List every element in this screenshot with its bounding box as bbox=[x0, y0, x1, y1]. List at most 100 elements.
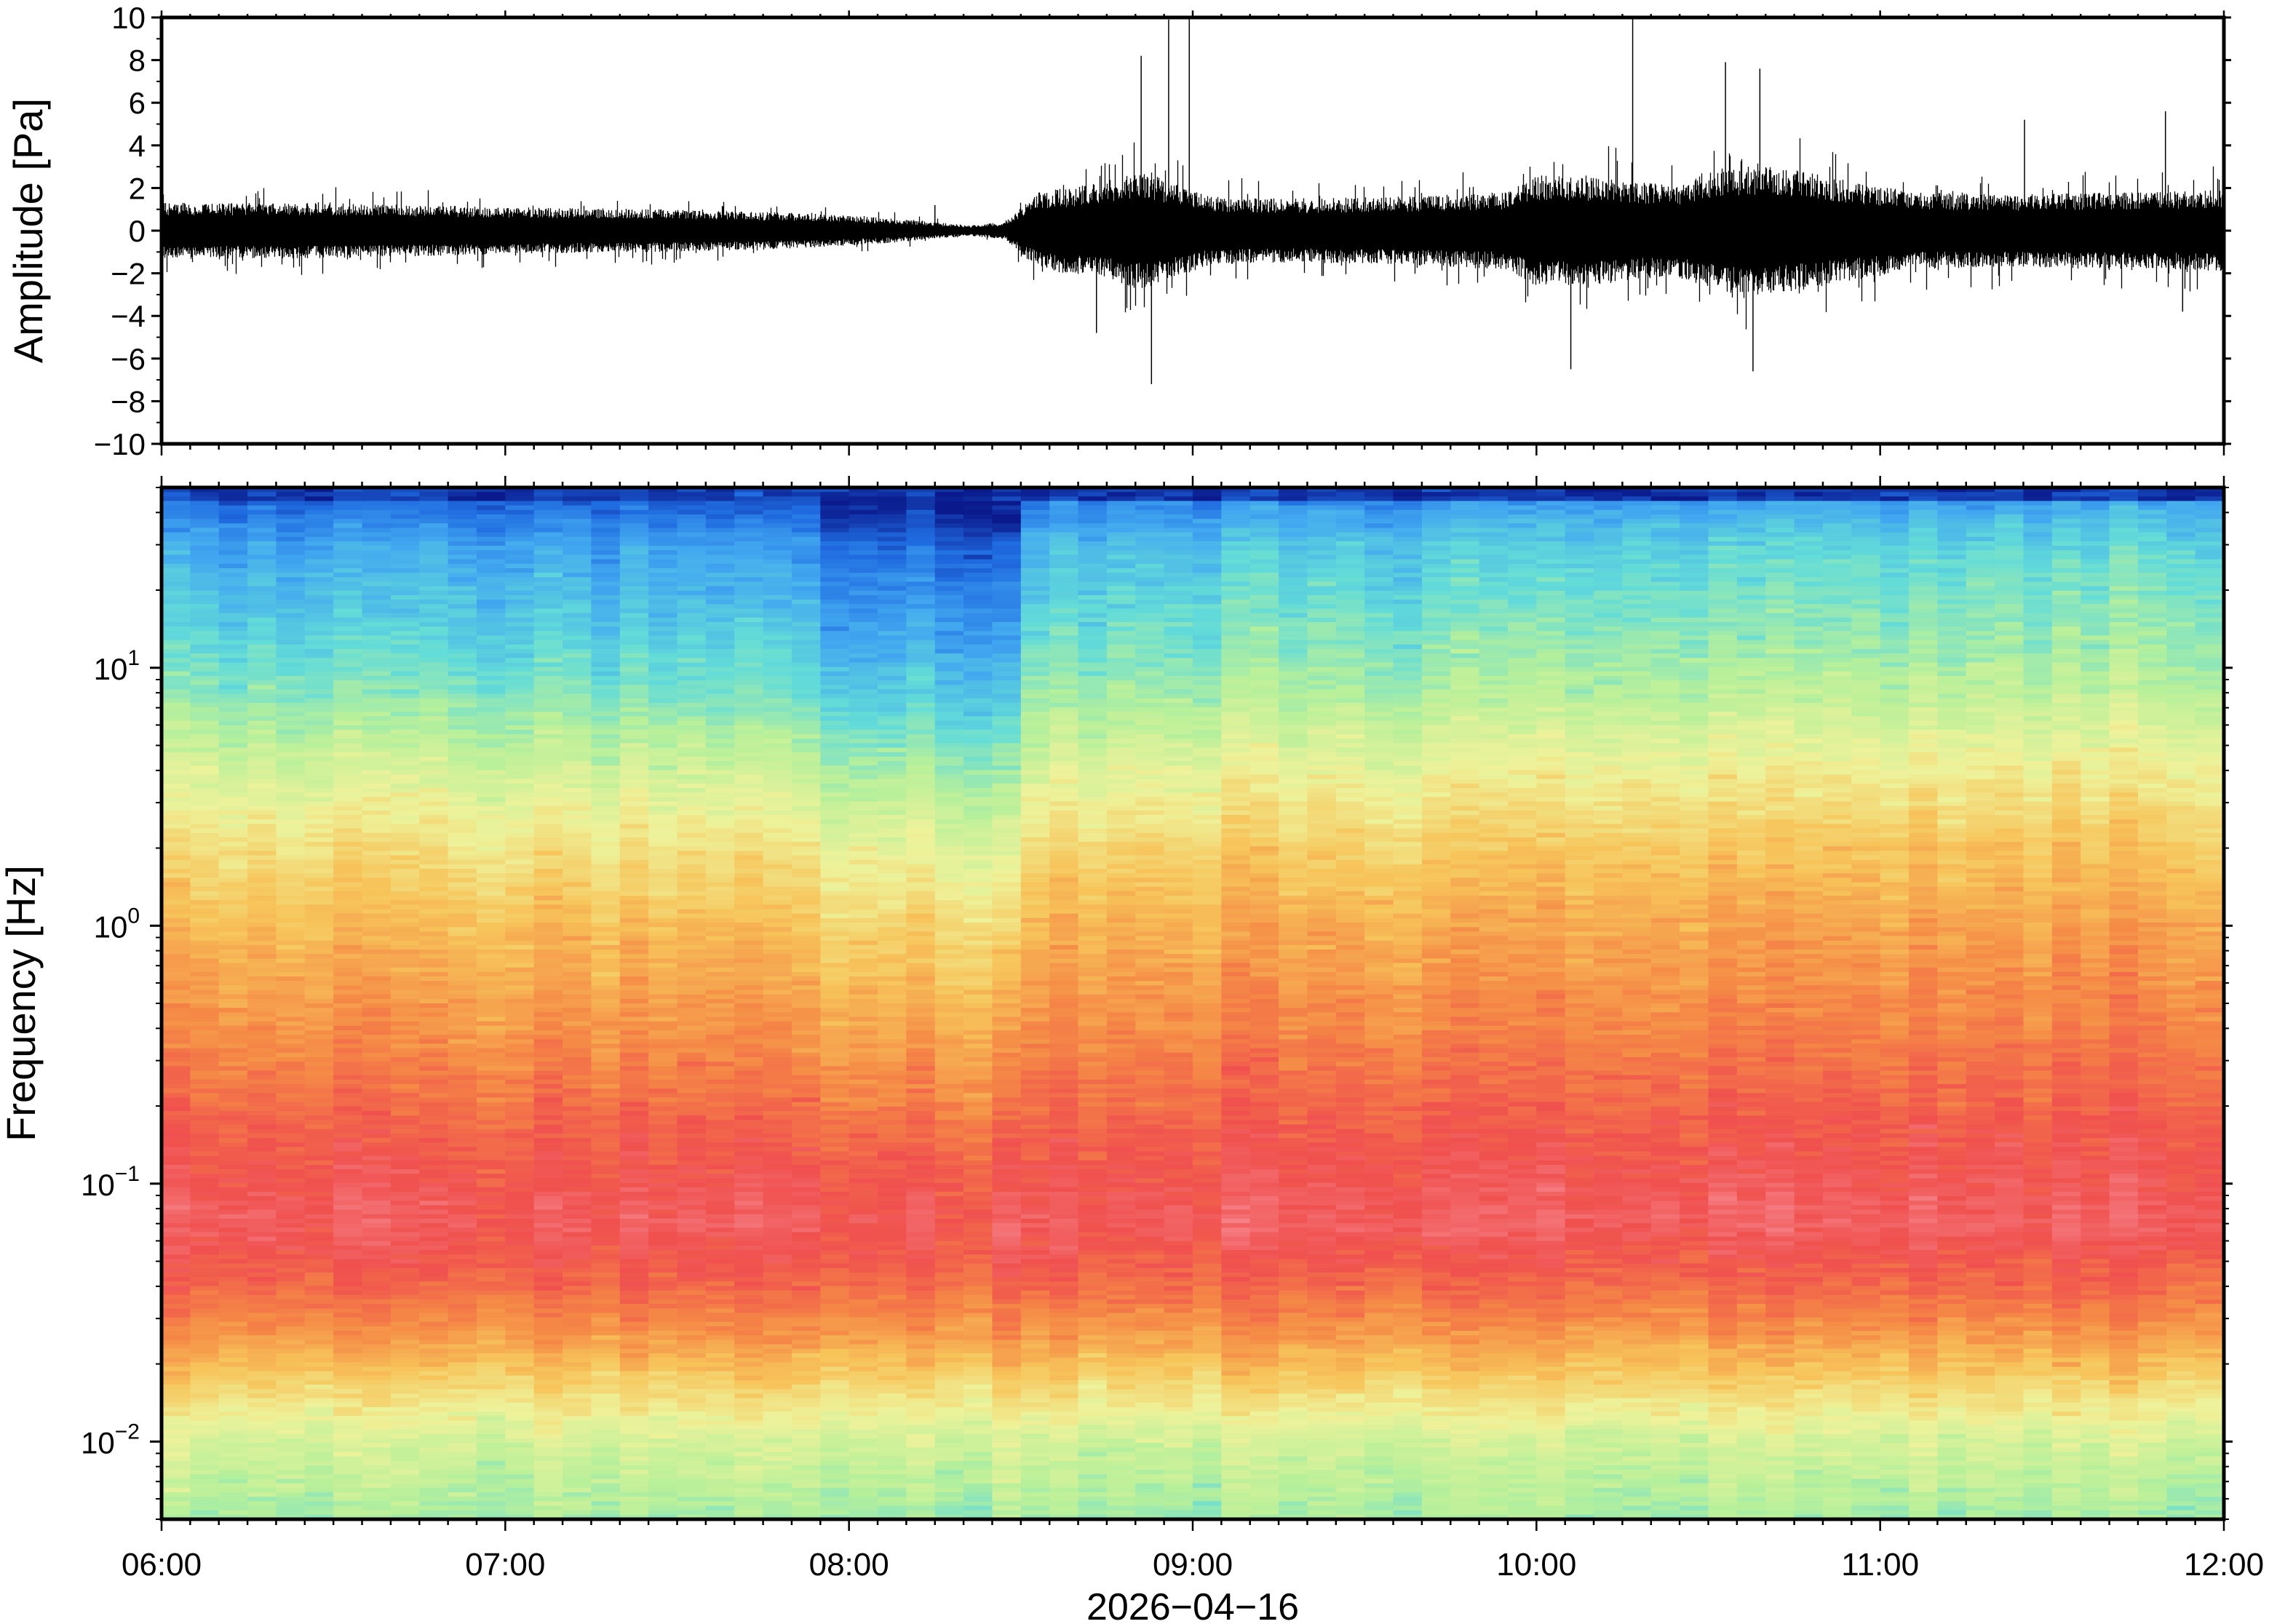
spectrogram-cell bbox=[276, 590, 306, 596]
spectrogram-cell bbox=[505, 1510, 535, 1516]
spectrogram-cell bbox=[533, 1196, 563, 1201]
spectrogram-cell bbox=[476, 541, 506, 546]
spectrogram-cell bbox=[591, 635, 621, 641]
spectrogram-cell bbox=[304, 815, 334, 820]
spectrogram-cell bbox=[390, 1389, 420, 1394]
spectrogram-cell bbox=[362, 1097, 392, 1103]
spectrogram-cell bbox=[533, 1043, 563, 1049]
spectrogram-cell bbox=[619, 496, 649, 502]
spectrogram-cell bbox=[533, 1102, 563, 1107]
spectrogram-cell bbox=[476, 509, 506, 515]
spectrogram-cell bbox=[563, 1304, 592, 1309]
spectrogram-cell bbox=[362, 1241, 392, 1246]
spectrogram-cell bbox=[190, 1043, 220, 1049]
spectrogram-cell bbox=[419, 1052, 449, 1058]
spectrogram-cell bbox=[533, 1124, 563, 1130]
spectrogram-cell bbox=[533, 904, 563, 910]
spectrogram-cell bbox=[619, 976, 649, 982]
spectrogram-cell bbox=[390, 882, 420, 888]
spectrogram-cell bbox=[218, 505, 248, 511]
spectrogram-cell bbox=[333, 640, 363, 645]
spectrogram-cell bbox=[476, 815, 506, 820]
spectrogram-cell bbox=[648, 729, 678, 735]
spectrogram-cell bbox=[362, 1447, 392, 1453]
spectrogram-cell bbox=[162, 658, 191, 664]
spectrogram-cell bbox=[218, 1433, 248, 1439]
spectrogram-cell bbox=[648, 725, 678, 731]
spectrogram-cell bbox=[476, 1129, 506, 1134]
spectrogram-cell bbox=[563, 1501, 592, 1507]
spectrogram-cell bbox=[218, 734, 248, 739]
spectrogram-cell bbox=[162, 918, 191, 923]
spectrogram-cell bbox=[333, 1079, 363, 1085]
spectrogram-cell bbox=[333, 1304, 363, 1309]
spectrogram-cell bbox=[448, 1241, 477, 1246]
spectrogram-cell bbox=[591, 613, 621, 618]
spectrogram-cell bbox=[190, 1052, 220, 1058]
spectrogram-cell bbox=[419, 1299, 449, 1305]
spectrogram-cell bbox=[619, 1358, 649, 1363]
spectrogram-cell bbox=[419, 1398, 449, 1404]
spectrogram-cell bbox=[304, 747, 334, 753]
spectrogram-cell bbox=[190, 1353, 220, 1358]
spectrogram-cell bbox=[276, 1232, 306, 1238]
spectrogram-cell bbox=[304, 712, 334, 717]
spectrogram-cell bbox=[247, 720, 277, 726]
spectrogram-cell bbox=[648, 1083, 678, 1089]
spectrogram-cell bbox=[705, 819, 735, 824]
spectrogram-cell bbox=[276, 577, 306, 583]
spectrogram-cell bbox=[419, 1286, 449, 1291]
spectrogram-cell bbox=[190, 1438, 220, 1444]
spectrogram-cell bbox=[734, 774, 764, 780]
spectrogram-cell bbox=[476, 1079, 506, 1085]
spectrogram-cell bbox=[276, 1393, 306, 1399]
spectrogram-cell bbox=[247, 608, 277, 614]
spectrogram-cell bbox=[505, 801, 535, 807]
spectrogram-cell bbox=[218, 1425, 248, 1430]
spectrogram-cell bbox=[648, 1106, 678, 1112]
spectrogram-cell bbox=[505, 931, 535, 937]
spectrogram-cell bbox=[533, 842, 563, 847]
spectrogram-cell bbox=[448, 1317, 477, 1323]
spectrogram-cell bbox=[448, 819, 477, 824]
spectrogram-cell bbox=[162, 1097, 191, 1103]
spectrogram-cell bbox=[333, 792, 363, 797]
spectrogram-cell bbox=[390, 1326, 420, 1332]
spectrogram-cell bbox=[448, 541, 477, 546]
spectrogram-cell bbox=[218, 1250, 248, 1255]
spectrogram-cell bbox=[563, 788, 592, 793]
spectrogram-cell bbox=[333, 882, 363, 888]
spectrogram-cell bbox=[734, 505, 764, 511]
spectrogram-cell bbox=[333, 1003, 363, 1008]
spectrogram-cell bbox=[591, 1151, 621, 1157]
spectrogram-cell bbox=[677, 963, 707, 968]
spectrogram-cell bbox=[162, 689, 191, 695]
spectrogram-cell bbox=[677, 940, 707, 946]
spectrogram-cell bbox=[619, 792, 649, 797]
spectrogram-cell bbox=[619, 1245, 649, 1251]
spectrogram-cell bbox=[390, 541, 420, 546]
spectrogram-cell bbox=[619, 1353, 649, 1358]
spectrogram-cell bbox=[648, 832, 678, 838]
spectrogram-cell bbox=[619, 788, 649, 793]
spectrogram-cell bbox=[419, 541, 449, 546]
spectrogram-cell bbox=[247, 662, 277, 668]
spectrogram-cell bbox=[648, 1514, 678, 1520]
spectrogram-cell bbox=[505, 1402, 535, 1408]
spectrogram-cell bbox=[276, 1142, 306, 1147]
spectrogram-cell bbox=[304, 1088, 334, 1094]
spectrogram-cell bbox=[505, 783, 535, 789]
spectrogram-cell bbox=[390, 729, 420, 735]
spectrogram-cell bbox=[619, 631, 649, 637]
spectrogram-cell bbox=[619, 971, 649, 977]
spectrogram-cell bbox=[533, 1340, 563, 1345]
spectrogram-cell bbox=[419, 1393, 449, 1399]
spectrogram-cell bbox=[476, 1317, 506, 1323]
spectrogram-cell bbox=[591, 581, 621, 587]
spectrogram-cell bbox=[619, 1030, 649, 1035]
spectrogram-cell bbox=[304, 492, 334, 497]
spectrogram-cell bbox=[218, 621, 248, 627]
spectrogram-cell bbox=[276, 1075, 306, 1080]
spectrogram-cell bbox=[333, 1286, 363, 1291]
spectrogram-cell bbox=[619, 954, 649, 959]
